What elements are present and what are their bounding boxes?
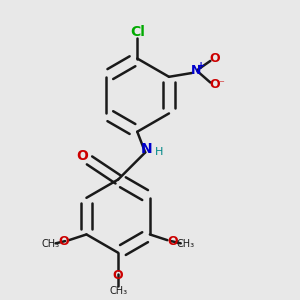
Text: N: N xyxy=(141,142,153,156)
Text: N: N xyxy=(190,64,201,77)
Text: O: O xyxy=(209,52,220,65)
Text: O: O xyxy=(209,78,220,91)
Text: ⁻: ⁻ xyxy=(218,79,224,89)
Text: O: O xyxy=(76,148,88,163)
Text: CH₃: CH₃ xyxy=(41,239,59,249)
Text: Cl: Cl xyxy=(130,25,145,39)
Text: CH₃: CH₃ xyxy=(177,239,195,249)
Text: O: O xyxy=(168,235,178,248)
Text: H: H xyxy=(154,147,163,157)
Text: +: + xyxy=(197,61,205,71)
Text: O: O xyxy=(58,235,68,248)
Text: CH₃: CH₃ xyxy=(109,286,127,296)
Text: O: O xyxy=(113,269,124,283)
